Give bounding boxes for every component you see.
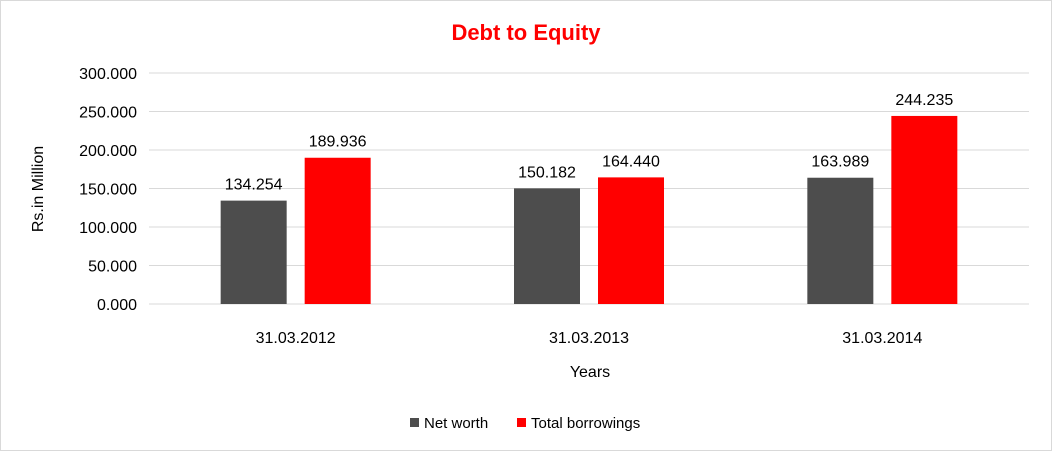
- x-axis-title: Years: [570, 364, 610, 381]
- chart-title: Debt to Equity: [451, 20, 601, 45]
- bars: [220, 115, 958, 304]
- x-tick-label: 31.03.2012: [256, 330, 336, 347]
- bar-total-borrowings-0: [304, 157, 371, 304]
- x-tick-label: 31.03.2014: [842, 330, 922, 347]
- data-label: 163.989: [811, 154, 869, 171]
- bar-net-worth-0: [220, 200, 287, 304]
- bar-total-borrowings-2: [891, 115, 958, 304]
- bar-net-worth-2: [807, 177, 874, 304]
- y-axis-title: Rs.in Million: [30, 146, 47, 232]
- legend: Net worth Total borrowings: [410, 415, 640, 432]
- data-label: 150.182: [518, 164, 576, 181]
- legend-swatch: [517, 418, 526, 427]
- y-tick-label: 300.000: [79, 66, 137, 83]
- y-axis-ticks: 0.000 50.000 100.000 150.000 200.000 250.000 3…: [79, 66, 137, 314]
- y-tick-label: 250.000: [79, 105, 137, 122]
- data-label: 244.235: [895, 92, 953, 109]
- data-label: 164.440: [602, 153, 660, 170]
- y-tick-label: 150.000: [79, 182, 137, 199]
- y-tick-label: 200.000: [79, 143, 137, 160]
- legend-label: Total borrowings: [531, 415, 640, 432]
- data-label: 134.254: [225, 177, 283, 194]
- x-axis-ticks: 31.03.2012 31.03.2013 31.03.2014: [256, 330, 923, 347]
- legend-swatch: [410, 418, 419, 427]
- y-tick-label: 0.000: [97, 297, 137, 314]
- legend-label: Net worth: [424, 415, 488, 432]
- y-tick-label: 100.000: [79, 220, 137, 237]
- bar-net-worth-1: [514, 188, 580, 304]
- bar-total-borrowings-1: [598, 177, 664, 304]
- x-tick-label: 31.03.2013: [549, 330, 629, 347]
- data-label: 189.936: [309, 134, 367, 151]
- y-tick-label: 50.000: [88, 259, 137, 276]
- gridlines: [149, 72, 1029, 305]
- data-labels: 134.254 189.936 150.182 164.440 163.989 244.2…: [225, 92, 954, 194]
